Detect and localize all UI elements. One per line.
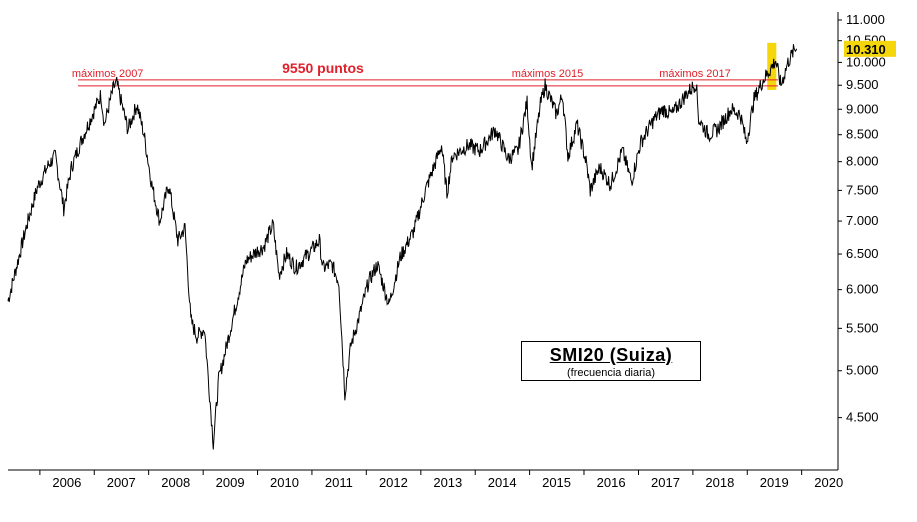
annotation-label: máximos 2017: [659, 68, 731, 80]
chart-title-box: SMI20 (Suiza) (frecuencia diaria): [521, 341, 701, 381]
y-tick-label: 7.000: [846, 213, 879, 228]
x-tick-label: 2012: [379, 475, 408, 490]
x-tick-label: 2015: [542, 475, 571, 490]
y-tick-label: 5.000: [846, 363, 879, 378]
annotation-label: máximos 2007: [72, 68, 144, 80]
y-tick-label: 4.500: [846, 410, 879, 425]
x-tick-label: 2017: [651, 475, 680, 490]
y-tick-label: 6.000: [846, 282, 879, 297]
chart-subtitle: (frecuencia diaria): [566, 367, 656, 379]
last-value-badge: [844, 40, 896, 57]
x-tick-label: 2014: [488, 475, 517, 490]
x-tick-label: 2019: [760, 475, 789, 490]
y-tick-label: 7.500: [846, 182, 879, 197]
last-value-label: 10.310: [846, 42, 886, 57]
y-tick-label: 8.000: [846, 154, 879, 169]
chart-title: SMI20 (Suiza): [549, 345, 673, 365]
y-tick-label: 10.000: [846, 54, 886, 69]
annotation-label: máximos 2015: [512, 68, 584, 80]
x-tick-label: 2020: [814, 475, 843, 490]
x-tick-label: 2006: [52, 475, 81, 490]
x-tick-label: 2013: [433, 475, 462, 490]
x-tick-label: 2018: [705, 475, 734, 490]
x-tick-label: 2016: [597, 475, 626, 490]
series-line: [7, 44, 798, 450]
y-tick-label: 9.000: [846, 101, 879, 116]
x-tick-label: 2008: [161, 475, 190, 490]
x-tick-label: 2010: [270, 475, 299, 490]
x-tick-label: 2007: [107, 475, 136, 490]
y-tick-label: 6.500: [846, 246, 879, 261]
reference-line-label: 9550 puntos: [282, 60, 364, 76]
x-tick-label: 2009: [216, 475, 245, 490]
y-tick-label: 9.500: [846, 77, 879, 92]
y-tick-label: 5.500: [846, 320, 879, 335]
x-tick-label: 2011: [325, 475, 353, 490]
y-tick-label: 8.500: [846, 127, 879, 142]
y-tick-label: 11.000: [846, 12, 885, 27]
